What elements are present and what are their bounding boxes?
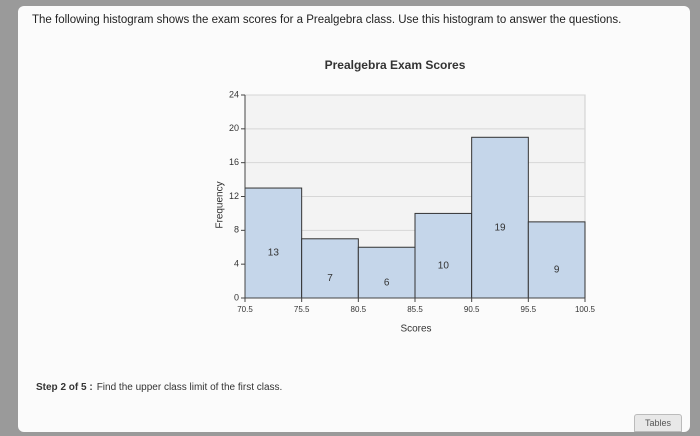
y-tick-label: 24	[229, 89, 239, 99]
y-tick-label: 0	[234, 292, 239, 302]
x-tick-label: 100.5	[575, 305, 596, 314]
bar	[301, 238, 359, 299]
bar	[527, 221, 586, 299]
y-tick-label: 4	[234, 259, 239, 269]
x-tick-label: 80.5	[351, 305, 367, 314]
x-tick-label: 90.5	[464, 305, 480, 314]
x-tick-label: 70.5	[237, 305, 253, 314]
step-label: Step 2 of 5 :	[36, 382, 93, 393]
data-label: 19	[494, 222, 506, 233]
data-label: 13	[268, 248, 280, 259]
y-tick-label: 20	[229, 123, 239, 133]
chart-title: Prealgebra Exam Scores	[325, 58, 466, 72]
question: The following histogram shows the exam s…	[32, 14, 622, 26]
y-tick-label: 12	[229, 191, 239, 201]
y-axis-label: Frequency	[215, 181, 226, 228]
y-tick-label: 16	[229, 157, 239, 167]
bar	[244, 187, 303, 299]
tables-button[interactable]: Tables	[633, 414, 682, 432]
x-tick-label: 95.5	[521, 305, 537, 314]
step-text: Find the upper class limit of the first …	[96, 382, 283, 393]
data-label: 9	[554, 265, 560, 276]
data-label: 6	[384, 277, 390, 288]
bar	[471, 136, 529, 299]
bar	[357, 246, 416, 299]
x-tick-label: 75.5	[294, 305, 310, 314]
data-label: 7	[327, 273, 333, 284]
data-label: 10	[438, 260, 450, 271]
x-axis-label: Scores	[400, 324, 431, 335]
step: Step 2 of 5 : Find the upper class limit …	[36, 382, 282, 393]
y-tick-label: 8	[234, 225, 239, 235]
x-tick-label: 85.5	[407, 305, 423, 314]
bar	[414, 212, 473, 299]
